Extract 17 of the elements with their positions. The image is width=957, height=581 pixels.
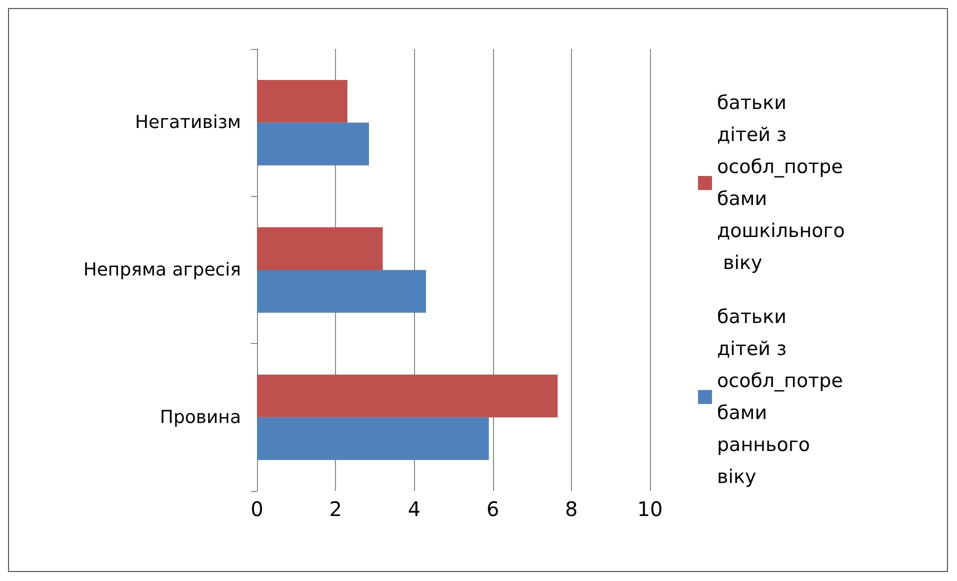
- x-tick-label: 8: [565, 497, 578, 521]
- legend-label: батьки дітей з особл_потребами дошкільного віку: [717, 92, 845, 274]
- y-tick-label: Непряма агресія: [83, 260, 241, 280]
- y-tick-label: Негативізм: [134, 112, 241, 134]
- x-tick-label: 10: [637, 497, 663, 521]
- x-tick-label: 2: [329, 497, 342, 521]
- bar: [257, 374, 558, 418]
- y-tick-label: Провина: [160, 406, 241, 428]
- x-tick-label: 4: [408, 497, 421, 521]
- legend-label: батьки дітей з особл_потребами раннього віку: [717, 306, 843, 488]
- bar: [257, 417, 489, 460]
- bar: [257, 122, 370, 166]
- x-tick-label: 0: [250, 497, 264, 521]
- bar: [257, 80, 348, 123]
- x-tick-label: 6: [486, 497, 500, 521]
- bar: [257, 270, 426, 313]
- bar: [257, 227, 383, 270]
